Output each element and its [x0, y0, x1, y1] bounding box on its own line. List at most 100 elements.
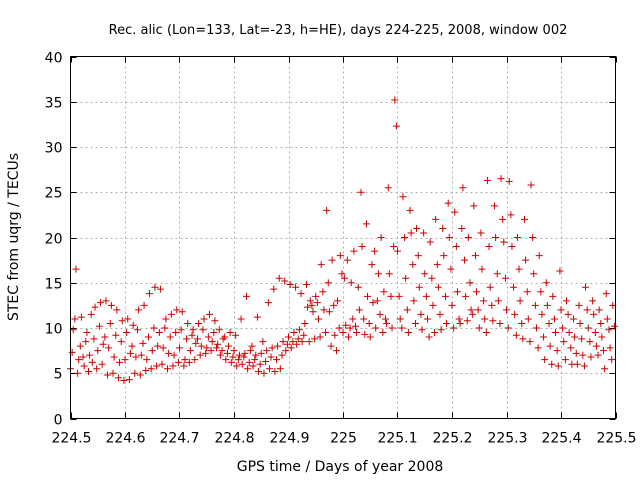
data-point — [255, 367, 263, 375]
data-point — [273, 356, 281, 364]
data-point — [121, 356, 129, 364]
data-point — [503, 306, 510, 314]
x-tick-label: 224.9 — [269, 431, 309, 447]
data-point — [222, 356, 230, 364]
data-points — [67, 96, 618, 384]
data-point — [483, 176, 491, 184]
data-point — [328, 256, 336, 264]
data-point — [98, 360, 106, 368]
data-point — [80, 362, 88, 370]
data-point — [218, 347, 226, 355]
data-point — [500, 238, 508, 246]
data-point — [271, 367, 279, 375]
data-point — [366, 333, 374, 341]
data-point — [120, 376, 128, 384]
data-point — [564, 310, 572, 318]
y-tick-label: 40 — [45, 51, 63, 67]
data-point — [379, 329, 387, 337]
data-point — [314, 315, 322, 323]
axis-ticks — [70, 56, 617, 420]
data-point — [522, 256, 530, 264]
data-point — [341, 274, 349, 282]
data-point — [324, 279, 332, 287]
data-point — [428, 274, 436, 282]
y-tick-labels: 0 5 10 15 20 25 30 35 40 — [45, 51, 63, 429]
data-point — [323, 206, 331, 214]
data-point — [407, 229, 415, 237]
data-point — [489, 317, 497, 325]
y-tick-label: 20 — [45, 232, 63, 248]
data-point — [354, 283, 362, 291]
data-point — [600, 347, 608, 355]
y-tick-label: 10 — [45, 322, 63, 338]
data-point — [126, 349, 134, 357]
data-point — [448, 301, 456, 309]
data-point — [474, 306, 482, 314]
y-tick-label: 15 — [45, 277, 63, 293]
data-point — [177, 326, 185, 334]
data-point — [524, 315, 532, 323]
data-point — [403, 306, 411, 314]
data-point — [508, 243, 516, 251]
data-point — [156, 285, 164, 293]
data-point — [402, 274, 410, 282]
data-point — [173, 306, 181, 314]
data-point — [263, 347, 271, 355]
data-point — [151, 283, 159, 291]
data-point — [372, 324, 380, 332]
data-point — [123, 329, 131, 337]
data-point — [178, 308, 186, 316]
data-point — [109, 369, 117, 377]
data-point — [349, 315, 357, 323]
data-point — [246, 347, 254, 355]
data-point — [411, 319, 419, 327]
data-point — [286, 281, 294, 289]
data-point — [117, 338, 125, 346]
data-point — [527, 181, 535, 189]
data-point — [603, 315, 611, 323]
data-point — [216, 351, 224, 359]
data-point — [106, 319, 114, 327]
x-tick-label: 225.4 — [541, 431, 581, 447]
data-point — [492, 234, 500, 241]
data-point — [260, 369, 268, 377]
data-point — [203, 344, 211, 352]
data-point — [406, 206, 414, 214]
data-point — [204, 333, 212, 341]
data-point — [491, 202, 499, 210]
data-point — [447, 265, 455, 273]
data-point — [426, 238, 434, 246]
data-point — [570, 315, 578, 323]
data-point — [482, 329, 490, 337]
data-point — [541, 356, 549, 364]
data-point — [417, 310, 425, 318]
data-point — [571, 333, 579, 341]
data-point — [343, 256, 351, 264]
data-point — [238, 360, 246, 368]
data-point — [567, 344, 575, 352]
data-point — [267, 353, 275, 361]
data-point — [579, 351, 587, 359]
data-point — [504, 324, 512, 332]
data-point — [281, 277, 289, 285]
data-point — [505, 177, 513, 185]
data-point — [580, 362, 588, 370]
data-point — [556, 267, 564, 275]
data-point — [545, 319, 553, 327]
data-point — [188, 331, 196, 339]
data-point — [264, 299, 272, 307]
data-point — [104, 371, 112, 379]
data-point — [488, 301, 496, 309]
data-point — [196, 351, 204, 359]
data-point — [285, 333, 292, 341]
data-point — [480, 297, 488, 305]
data-point — [322, 329, 330, 337]
data-point — [404, 329, 412, 337]
data-point — [464, 234, 472, 241]
data-point — [101, 333, 109, 341]
data-point — [139, 339, 147, 347]
data-point — [320, 306, 328, 314]
data-point — [232, 331, 240, 339]
data-point — [535, 252, 543, 260]
